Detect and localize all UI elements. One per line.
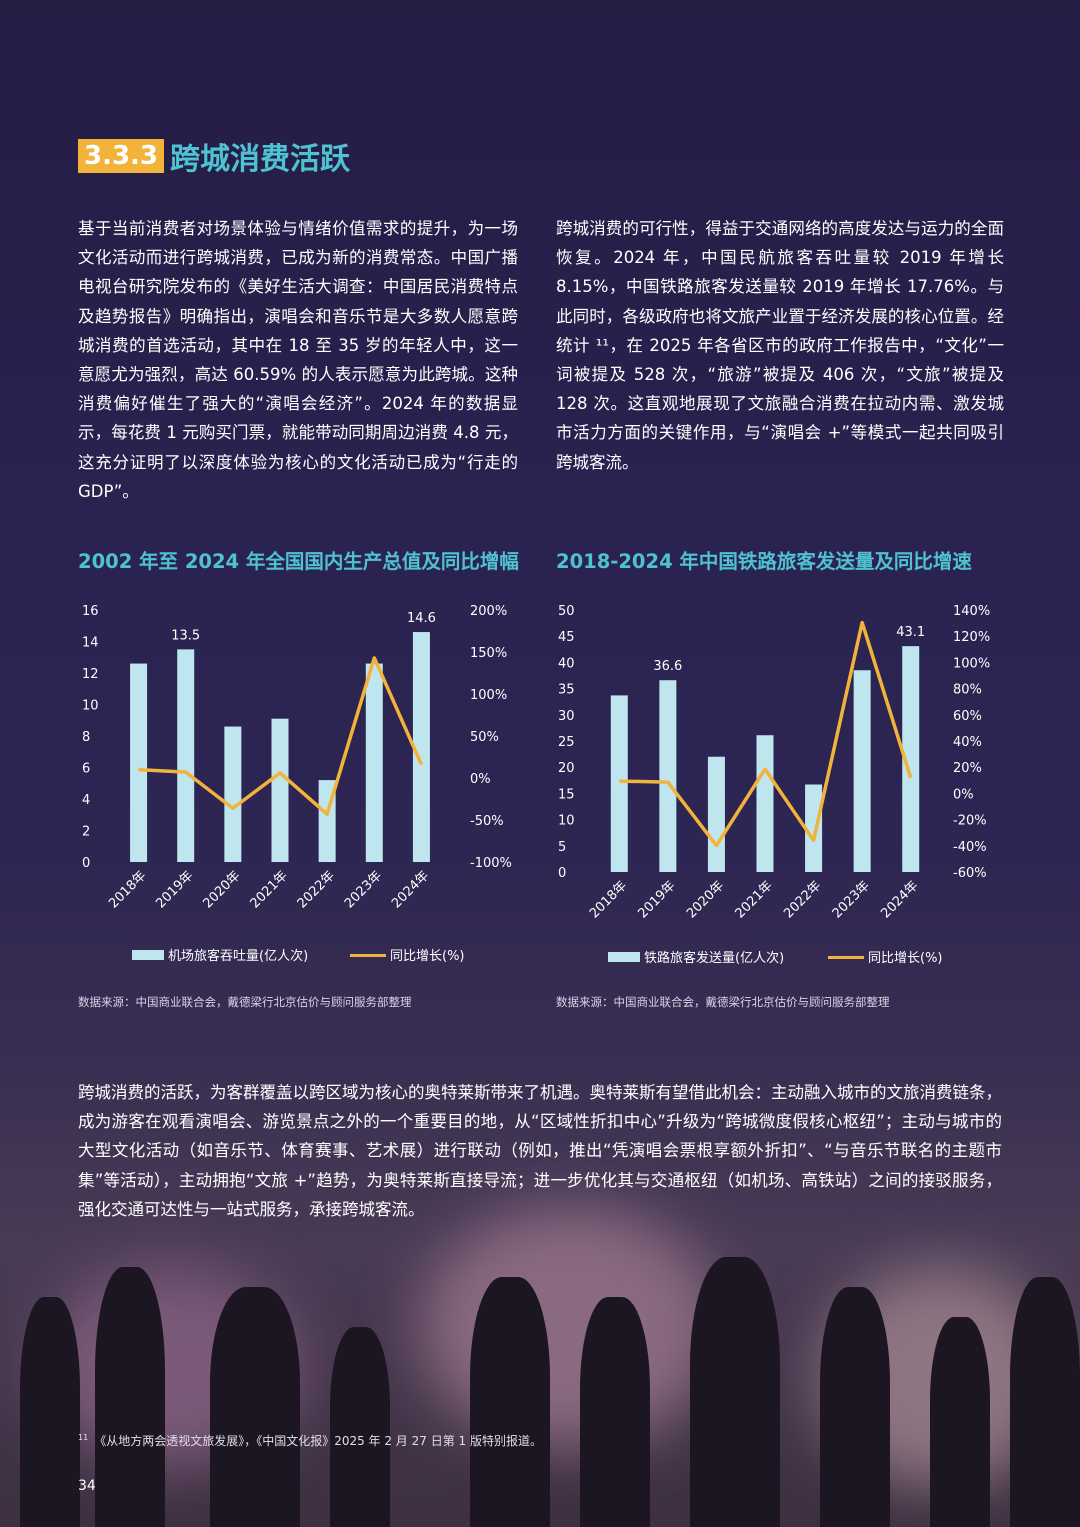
bar-2021年 [756, 735, 774, 872]
bar-data-label: 36.6 [653, 659, 682, 674]
bar-2020年 [224, 726, 242, 862]
category-label: 2018年 [106, 868, 149, 911]
legend-bar-label: 机场旅客吞吐量(亿人次) [168, 948, 308, 964]
bar-2018年 [610, 695, 628, 872]
bar-2020年 [707, 756, 725, 872]
category-label: 2021年 [248, 868, 291, 911]
left-axis-tick: 12 [82, 667, 99, 682]
category-label: 2021年 [733, 878, 776, 921]
paragraph-bottom: 跨城消费的活跃，为客群覆盖以跨区域为核心的奥特莱斯带来了机遇。奥特莱斯有望借此机… [78, 1083, 1002, 1219]
right-axis-tick: -60% [953, 866, 987, 881]
category-label: 2020年 [200, 868, 243, 911]
section-number-badge: 3.3.3 [78, 139, 165, 173]
background-crowd-photo [0, 1147, 1080, 1527]
category-label: 2024年 [389, 868, 432, 911]
left-axis-tick: 45 [558, 630, 575, 645]
category-label: 2019年 [153, 868, 196, 911]
right-axis-tick: 100% [953, 656, 990, 671]
left-axis-tick: 35 [558, 683, 575, 698]
right-axis-tick: -40% [953, 840, 987, 855]
left-axis-tick: 10 [82, 699, 99, 714]
footnote-text: 《从地方两会透视文旅发展》，《中国文化报》2025 年 2 月 27 日第 1 … [94, 1434, 542, 1448]
bar-2019年 [659, 680, 677, 872]
left-axis-tick: 25 [558, 735, 575, 750]
footnote: 11 《从地方两会透视文旅发展》，《中国文化报》2025 年 2 月 27 日第 … [78, 1432, 542, 1449]
bar-2018年 [130, 663, 148, 862]
chart-airport-passengers: 16 14 12 10 8 6 4 2 0 200% 150% 100% 50% 0% -50% -100% 1… [82, 604, 512, 964]
category-label: 2024年 [878, 878, 921, 921]
right-axis-tick: 120% [953, 630, 990, 645]
bar-2022年 [805, 784, 823, 872]
chart1-source: 数据来源：中国商业联合会，戴德梁行北京估价与顾问服务部整理 [78, 995, 412, 1009]
section-title: 跨城消费活跃 [170, 142, 351, 177]
right-axis-tick: 150% [470, 646, 507, 661]
bar-2023年 [853, 670, 871, 872]
left-axis-tick: 50 [558, 604, 575, 619]
legend-bar-swatch [132, 950, 164, 960]
category-label: 2018年 [587, 878, 630, 921]
right-axis-tick: -20% [953, 814, 987, 829]
left-axis-tick: 40 [558, 656, 575, 671]
bar-data-label: 14.6 [407, 611, 436, 626]
right-axis-tick: 0% [953, 787, 974, 802]
right-axis-tick: 140% [953, 604, 990, 619]
left-axis-tick: 0 [82, 856, 90, 871]
left-axis-tick: 5 [558, 840, 566, 855]
legend-line-label: 同比增长(%) [390, 949, 465, 964]
footnote-mark: 11 [78, 1433, 89, 1442]
category-label: 2019年 [635, 878, 678, 921]
chart1-title: 2002 年至 2024 年全国国内生产总值及同比增幅 [78, 550, 519, 573]
left-axis-tick: 15 [558, 787, 575, 802]
right-axis-tick: 100% [470, 688, 507, 703]
category-label: 2020年 [684, 878, 727, 921]
left-axis-tick: 4 [82, 793, 90, 808]
section-heading: 3.3.3 跨城消费活跃 [78, 138, 350, 177]
bar-2019年 [177, 649, 195, 862]
left-axis-tick: 30 [558, 709, 575, 724]
page-number: 34 [78, 1478, 96, 1494]
left-axis-tick: 14 [82, 636, 99, 651]
legend-line-label: 同比增长(%) [868, 951, 943, 966]
bar-2023年 [365, 663, 383, 862]
bar-2021年 [271, 718, 289, 862]
legend-line-swatch [350, 954, 386, 957]
left-axis-tick: 8 [82, 730, 90, 745]
right-axis-tick: 20% [953, 761, 982, 776]
bar-2024年 [902, 646, 920, 872]
right-axis-tick: -100% [470, 856, 512, 871]
category-label: 2023年 [830, 878, 873, 921]
left-axis-tick: 16 [82, 604, 99, 619]
paragraph-right: 跨城消费的可行性，得益于交通网络的高度发达与运力的全面恢复。2024 年，中国民… [556, 219, 1004, 472]
category-label: 2023年 [342, 868, 385, 911]
right-axis-tick: 200% [470, 604, 507, 619]
right-axis-tick: 40% [953, 735, 982, 750]
right-axis-tick: 80% [953, 683, 982, 698]
legend-bar-label: 铁路旅客发送量(亿人次) [644, 950, 784, 966]
legend-bar-swatch [608, 952, 640, 962]
right-axis-tick: 50% [470, 730, 499, 745]
legend-line-swatch [828, 956, 864, 959]
chart2-source: 数据来源：中国商业联合会，戴德梁行北京估价与顾问服务部整理 [556, 995, 890, 1009]
left-axis-tick: 2 [82, 825, 90, 840]
paragraph-left: 基于当前消费者对场景体验与情绪价值需求的提升，为一场文化活动而进行跨城消费，已成… [78, 219, 518, 501]
category-label: 2022年 [295, 868, 338, 911]
left-axis-tick: 20 [558, 761, 575, 776]
right-axis-tick: 60% [953, 709, 982, 724]
bar-2024年 [412, 632, 430, 862]
right-axis-tick: 0% [470, 772, 491, 787]
right-axis-tick: -50% [470, 814, 504, 829]
category-label: 2022年 [781, 878, 824, 921]
left-axis-tick: 6 [82, 762, 90, 777]
left-axis-tick: 10 [558, 814, 575, 829]
bar-data-label: 13.5 [171, 628, 200, 643]
chart2-title: 2018-2024 年中国铁路旅客发送量及同比增速 [556, 550, 972, 573]
chart-railway-passengers: 50454035302520151050140%120%100%80%60%40… [558, 604, 990, 966]
bar-data-label: 43.1 [896, 625, 925, 640]
left-axis-tick: 0 [558, 866, 566, 881]
